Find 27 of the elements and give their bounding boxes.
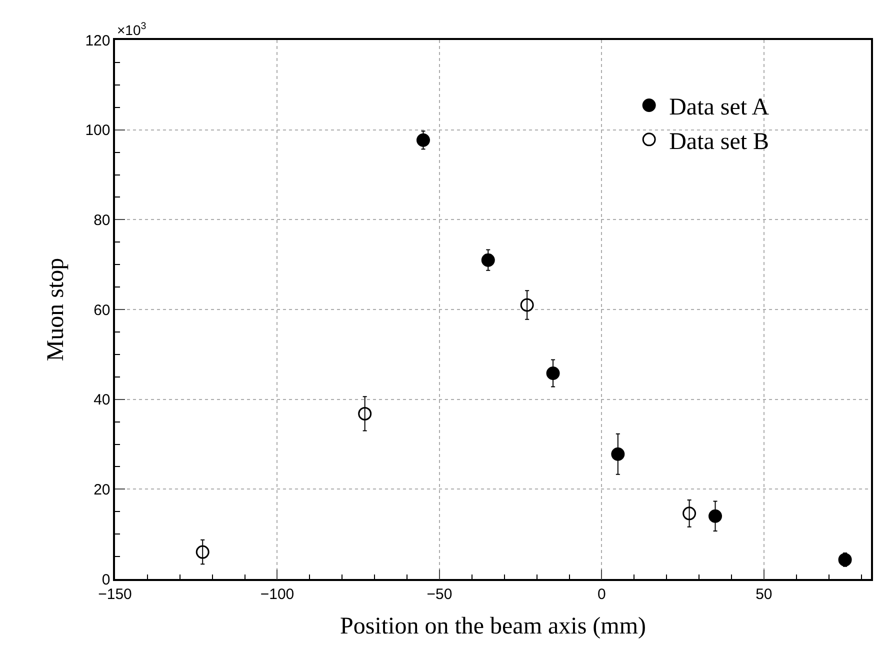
x-tick-label: −50 bbox=[426, 586, 452, 603]
x-tick-label: 50 bbox=[756, 586, 772, 603]
x-tick-label: −150 bbox=[98, 586, 132, 603]
y-tick-label: 20 bbox=[94, 481, 110, 498]
y-tick-label: 60 bbox=[94, 302, 110, 319]
point bbox=[196, 545, 210, 559]
point bbox=[416, 133, 430, 147]
legend-label: Data set A bbox=[669, 94, 770, 121]
point bbox=[481, 253, 495, 267]
point bbox=[546, 366, 560, 380]
point bbox=[708, 509, 722, 523]
point bbox=[520, 298, 534, 312]
x-tick-label: −100 bbox=[260, 586, 294, 603]
point bbox=[838, 552, 852, 566]
x-axis-title: Position on the beam axis (mm) bbox=[340, 614, 646, 640]
point bbox=[358, 406, 372, 420]
y-tick-label: 0 bbox=[102, 571, 110, 588]
point bbox=[682, 506, 696, 520]
text: ×10$^{3}$ bbox=[117, 21, 147, 38]
y-tick-label: 80 bbox=[94, 212, 110, 229]
y-tick-label: 40 bbox=[94, 392, 110, 409]
legend-label: Data set B bbox=[669, 128, 770, 155]
point bbox=[611, 447, 625, 461]
x-tick-label: 0 bbox=[598, 586, 606, 603]
y-tick-label: 120 bbox=[85, 32, 110, 50]
y-tick-label: 100 bbox=[85, 122, 110, 140]
y-axis-title: Muon stop bbox=[42, 258, 69, 362]
